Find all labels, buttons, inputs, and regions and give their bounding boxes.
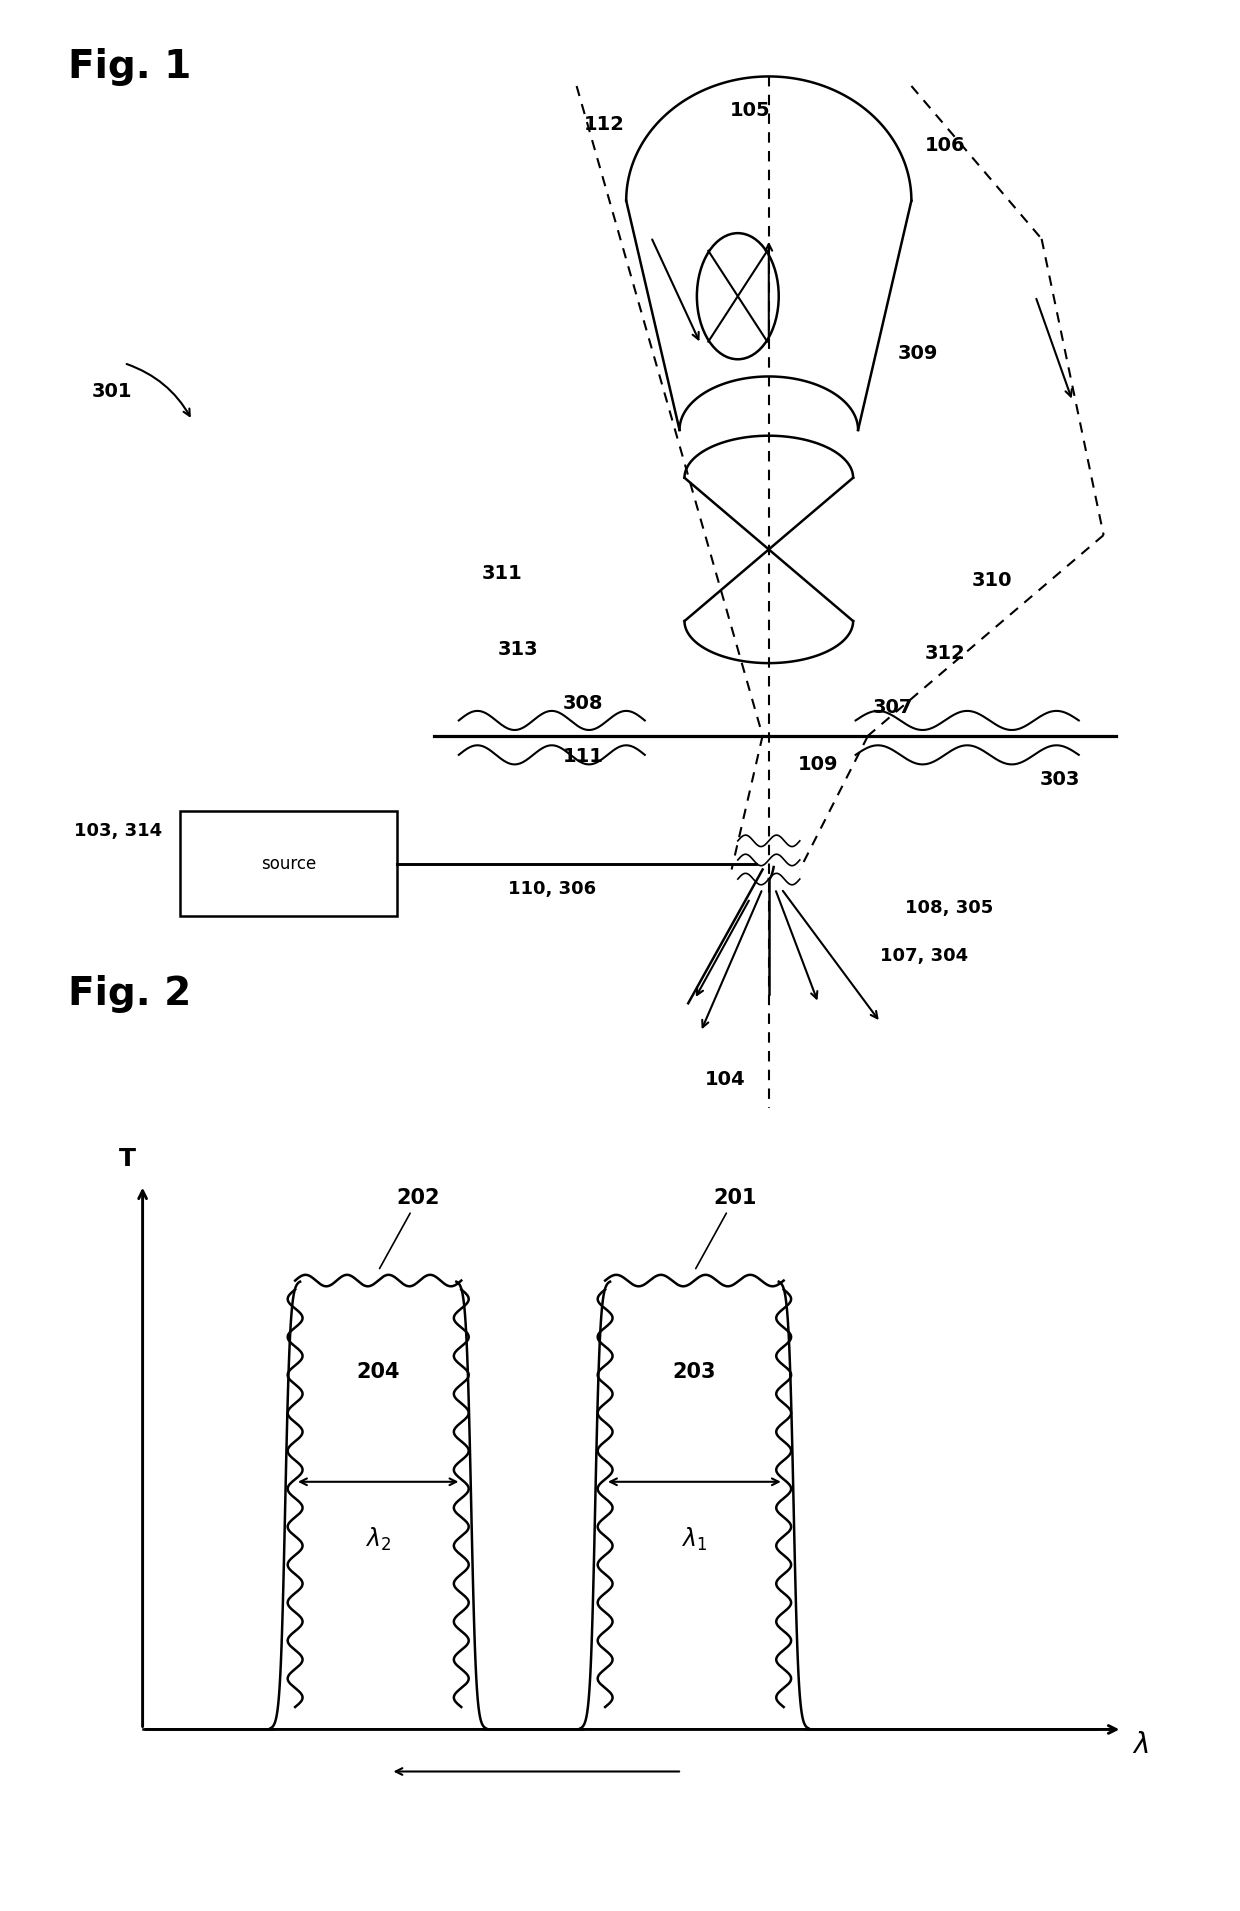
Text: 111: 111 <box>563 747 603 766</box>
Text: 303: 303 <box>1040 770 1080 789</box>
Text: $\lambda$: $\lambda$ <box>1132 1731 1149 1758</box>
Text: 107, 304: 107, 304 <box>880 946 968 965</box>
Text: 310: 310 <box>972 571 1012 590</box>
Text: 103, 314: 103, 314 <box>74 822 162 841</box>
Text: 105: 105 <box>730 101 770 120</box>
Text: 204: 204 <box>356 1363 401 1382</box>
Text: 308: 308 <box>563 694 603 713</box>
Text: 112: 112 <box>584 115 624 134</box>
Text: 104: 104 <box>706 1070 745 1089</box>
Text: 110, 306: 110, 306 <box>507 879 596 898</box>
Text: 311: 311 <box>482 564 522 583</box>
Text: 202: 202 <box>379 1189 440 1269</box>
Text: 108, 305: 108, 305 <box>905 898 993 917</box>
Text: source: source <box>260 854 316 873</box>
Text: 301: 301 <box>92 382 131 401</box>
Text: 313: 313 <box>498 640 538 659</box>
Text: $\lambda_2$: $\lambda_2$ <box>366 1525 391 1554</box>
Text: T: T <box>119 1147 136 1171</box>
Text: $\lambda_1$: $\lambda_1$ <box>682 1525 707 1554</box>
Text: 201: 201 <box>696 1189 756 1269</box>
Text: 307: 307 <box>873 698 913 717</box>
Text: Fig. 2: Fig. 2 <box>68 975 191 1013</box>
Text: 312: 312 <box>925 644 965 663</box>
Text: 203: 203 <box>672 1363 717 1382</box>
Text: Fig. 1: Fig. 1 <box>68 48 191 86</box>
Text: 109: 109 <box>799 755 838 774</box>
Text: 106: 106 <box>925 136 965 155</box>
Text: 309: 309 <box>898 344 937 363</box>
